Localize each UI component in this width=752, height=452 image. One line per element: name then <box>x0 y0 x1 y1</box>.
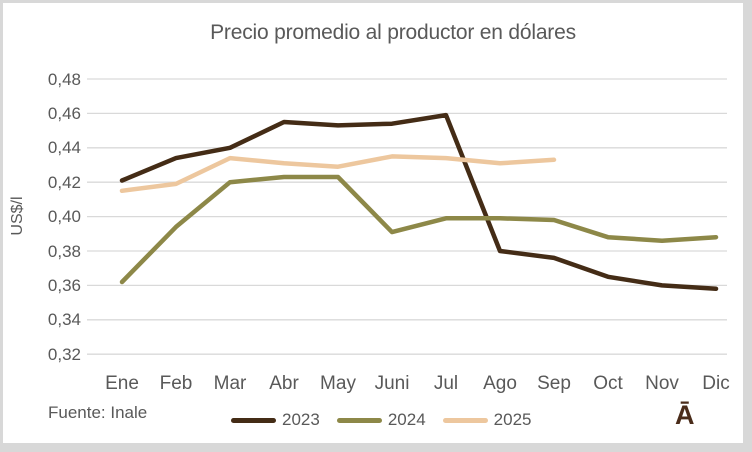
y-tick-label: 0,38 <box>47 241 81 261</box>
y-tick-label: 0,40 <box>47 207 81 227</box>
legend-swatch-2025 <box>442 417 488 423</box>
source-note: Fuente: Inale <box>48 403 148 422</box>
chart-container: Precio promedio al productor en dólares … <box>3 3 743 443</box>
legend-label-2025: 2025 <box>493 410 532 429</box>
x-tick-label-oct: Oct <box>593 373 623 394</box>
plot-area <box>87 78 727 355</box>
legend-item-2024: 2024 <box>336 410 426 430</box>
chart-legend: 2023 2024 2025 <box>231 409 531 431</box>
x-tick-label-nov: Nov <box>645 373 679 394</box>
x-tick-label-ago: Ago <box>483 373 517 394</box>
y-tick-label: 0,36 <box>47 275 81 295</box>
x-tick-label-jul: Jul <box>433 373 459 394</box>
a-macron-glyph: Ā <box>675 400 695 430</box>
x-tick-label-mar: Mar <box>213 373 247 394</box>
x-tick-label-ene: Ene <box>105 373 139 394</box>
legend-label-2024: 2024 <box>387 410 426 429</box>
y-tick-label: 0,32 <box>47 344 81 364</box>
legend-swatch-2023 <box>231 417 276 423</box>
legend-item-2023: 2023 <box>231 410 320 430</box>
y-tick-label: 0,42 <box>47 172 81 192</box>
y-tick-label: 0,46 <box>47 103 81 123</box>
y-tick-label: 0,44 <box>47 138 81 158</box>
y-axis-title: US$/l <box>9 196 26 236</box>
x-tick-label-dic: Dic <box>702 373 730 394</box>
chart-title: Precio promedio al productor en dólares <box>210 21 576 44</box>
series-line-2023 <box>119 112 719 292</box>
series-line-2025 <box>119 154 557 194</box>
x-tick-label-feb: Feb <box>159 373 193 394</box>
x-tick-label-abr: Abr <box>269 373 299 394</box>
legend-label-2023: 2023 <box>282 410 320 429</box>
series-line-2024 <box>119 174 719 285</box>
y-tick-label: 0,48 <box>47 69 81 89</box>
legend-item-2025: 2025 <box>442 410 532 430</box>
x-tick-label-sep: Sep <box>537 373 571 394</box>
legend-swatch-2024 <box>336 417 382 423</box>
y-tick-label: 0,34 <box>47 310 81 330</box>
x-tick-label-juni: Juni <box>374 373 410 394</box>
x-tick-label-may: May <box>320 373 356 394</box>
